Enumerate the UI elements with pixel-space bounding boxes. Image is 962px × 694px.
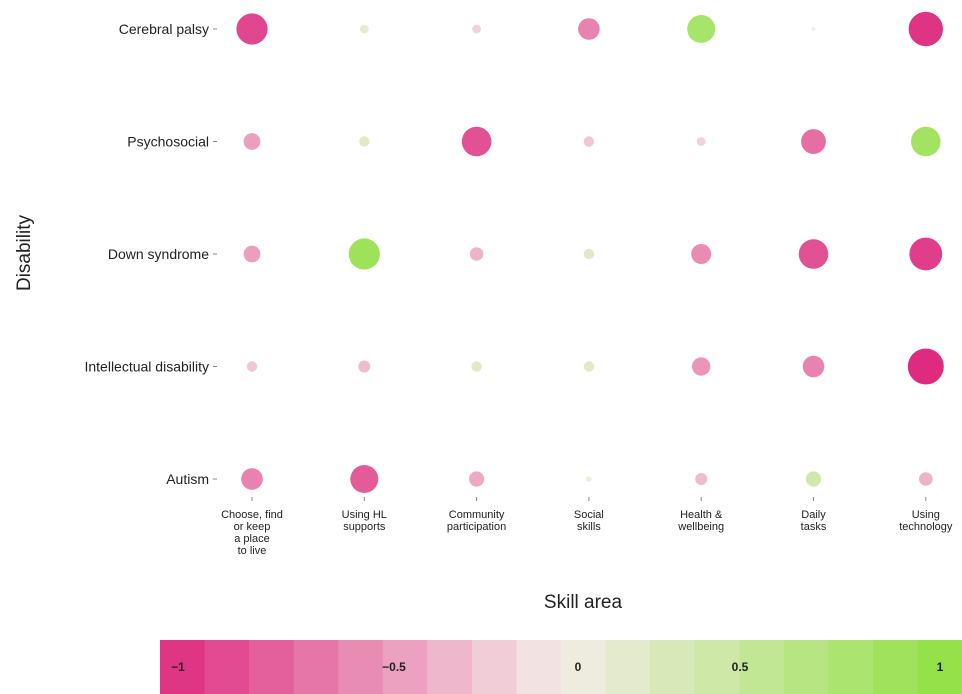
bubble [358, 360, 371, 373]
column-label: Social skills [574, 509, 604, 533]
column-label-line: Community [449, 509, 505, 521]
bubble [578, 18, 600, 40]
bubble [696, 137, 706, 146]
bubble [472, 24, 481, 34]
row-label: Down syndrome [108, 246, 209, 262]
legend-swatch [338, 640, 384, 694]
column-label-line: supports [343, 521, 386, 533]
bubble [461, 126, 492, 157]
bubble [359, 24, 369, 34]
row-label: Psychosocial [127, 134, 209, 150]
column-label-line: Choose, find [221, 509, 283, 521]
bubble [695, 473, 708, 485]
legend-swatch [917, 640, 962, 694]
column-label: Choose, find or keep a place to live [221, 509, 283, 557]
row-label: Intellectual disability [84, 359, 209, 375]
bubble [471, 361, 482, 372]
bubble-grid [236, 11, 944, 493]
bubble [798, 239, 829, 269]
column-label-line: to live [238, 545, 267, 557]
legend-swatch [516, 640, 562, 694]
bubble [805, 471, 822, 487]
column-label: Using HL supports [342, 509, 387, 533]
bubble [243, 133, 261, 150]
legend-swatch [471, 640, 517, 694]
bubble [583, 361, 595, 372]
legend-swatch [694, 640, 740, 694]
bubble [909, 237, 943, 271]
legend-swatch [783, 640, 829, 694]
bubble [907, 348, 944, 385]
bubble [691, 244, 712, 264]
column-label-line: Health & [680, 509, 723, 521]
legend-swatch [650, 640, 696, 694]
bubble [919, 472, 933, 486]
bubble [911, 126, 941, 157]
legend-swatch [204, 640, 250, 694]
y-axis-labels: Cerebral palsy Psychosocial Down syndrome I… [84, 21, 217, 487]
bubble [348, 238, 380, 270]
column-label-line: participation [447, 521, 506, 533]
column-label-line: skills [577, 521, 601, 533]
bubble [350, 465, 379, 493]
bubble [246, 361, 258, 372]
column-label: Using technology [899, 509, 953, 533]
legend-swatch [382, 640, 428, 694]
legend-tick-label: 1 [937, 660, 944, 674]
column-label-line: Daily [801, 509, 826, 521]
row-label: Autism [166, 471, 209, 487]
legend-swatch [605, 640, 651, 694]
bubble [802, 355, 825, 378]
bubble [801, 129, 826, 154]
bubble [908, 11, 943, 47]
bubble [586, 476, 592, 482]
bubble [692, 357, 711, 376]
column-label-line: Using HL [342, 509, 387, 521]
legend-tick-label: −1 [171, 660, 185, 674]
column-label-line: Using [912, 509, 940, 521]
legend-swatch [561, 640, 607, 694]
bubble [583, 136, 595, 147]
bubble [469, 247, 484, 261]
column-label-line: tasks [801, 521, 827, 533]
row-label: Cerebral palsy [119, 21, 209, 37]
column-label-line: technology [899, 521, 953, 533]
x-axis-title: Skill area [544, 592, 623, 613]
column-label-line: Social [574, 509, 604, 521]
column-label: Community participation [447, 509, 506, 533]
bubble [359, 136, 370, 147]
y-axis-title: Disability [14, 214, 35, 291]
bubble [811, 27, 816, 31]
legend-tick-label: 0 [575, 660, 582, 674]
bubble [236, 13, 268, 45]
bubble [243, 245, 261, 263]
legend-swatch [249, 640, 295, 694]
legend-swatch [160, 640, 206, 694]
legend-swatch [872, 640, 918, 694]
column-label: Daily tasks [801, 509, 827, 533]
legend-tick-label: 0.5 [732, 660, 749, 674]
bubble [687, 15, 716, 43]
legend-swatch [739, 640, 785, 694]
column-label-line: a place [234, 533, 269, 545]
column-label-line: or keep [234, 521, 271, 533]
bubble [583, 248, 595, 260]
column-label-line: wellbeing [677, 521, 724, 533]
legend-tick-label: −0.5 [382, 660, 406, 674]
column-label: Health & wellbeing [677, 509, 724, 533]
bubble [241, 468, 263, 490]
x-axis-labels: Choose, find or keep a place to live Using H… [221, 497, 953, 557]
legend-swatch [427, 640, 473, 694]
legend-swatch [828, 640, 874, 694]
color-legend: −1 −0.5 0 0.5 1 [160, 640, 962, 694]
bubble [469, 471, 485, 487]
legend-swatch [293, 640, 339, 694]
